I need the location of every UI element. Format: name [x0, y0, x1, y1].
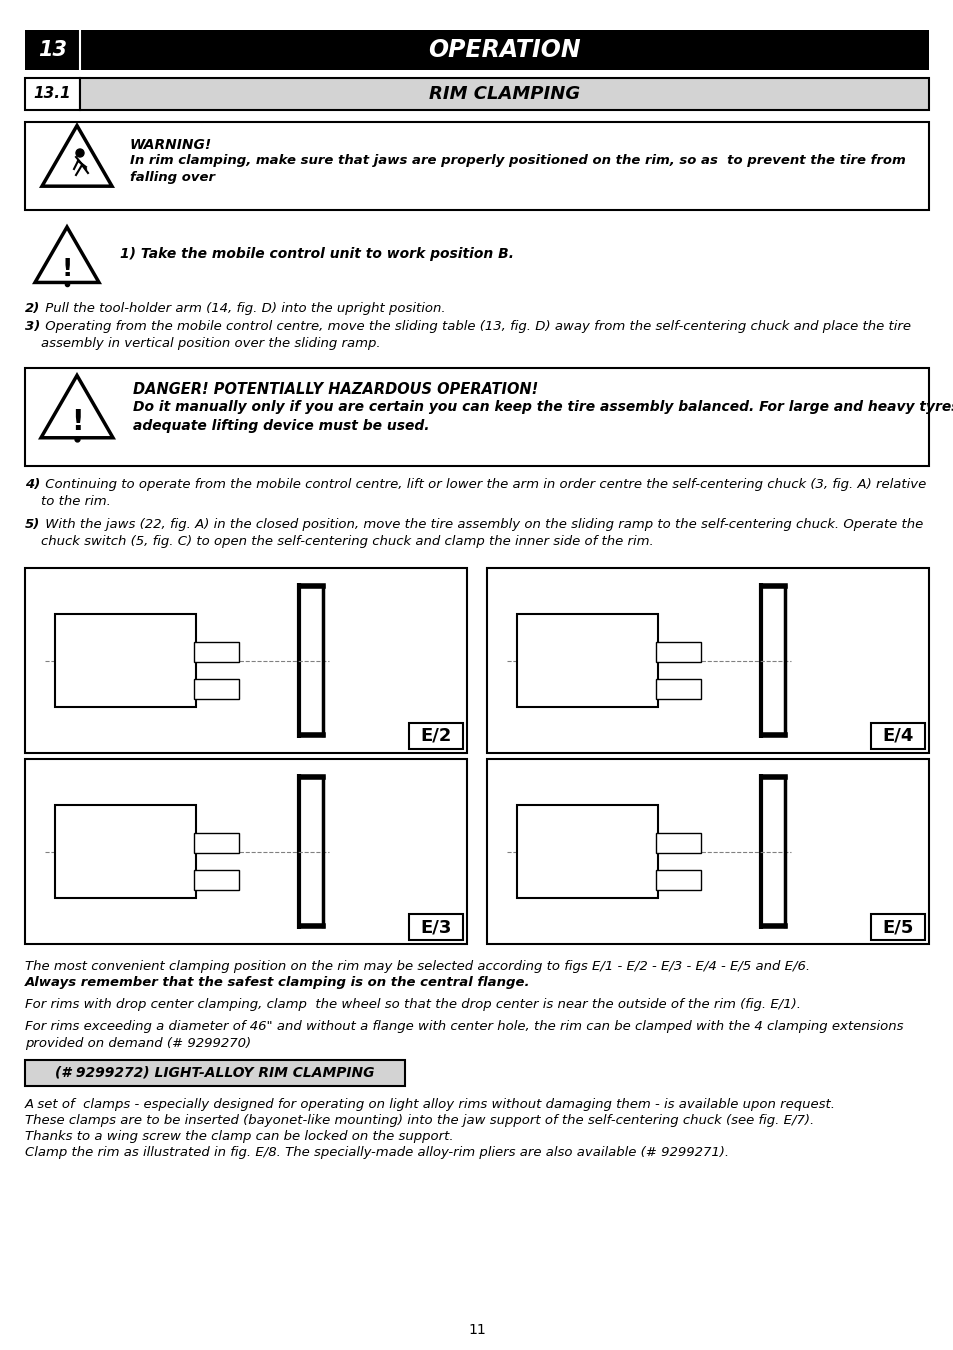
Text: Thanks to a wing screw the clamp can be locked on the support.: Thanks to a wing screw the clamp can be …: [25, 1130, 453, 1143]
Text: DANGER! POTENTIALLY HAZARDOUS OPERATION!: DANGER! POTENTIALLY HAZARDOUS OPERATION!: [132, 382, 537, 397]
Bar: [25, 369, 928, 466]
Bar: [517, 805, 658, 898]
Text: Do it manually only if you are certain you can keep the tire assembly balanced. : Do it manually only if you are certain y…: [132, 400, 953, 433]
Bar: [656, 833, 700, 853]
Bar: [25, 759, 467, 944]
Text: The most convenient clamping position on the rim may be selected according to fi: The most convenient clamping position on…: [25, 960, 809, 973]
Text: WARNING!: WARNING!: [130, 138, 212, 153]
Text: RIM CLAMPING: RIM CLAMPING: [429, 85, 579, 103]
Text: Pull the tool-holder arm (14, fig. D) into the upright position.: Pull the tool-holder arm (14, fig. D) in…: [41, 302, 445, 315]
Text: A set of  clamps - especially designed for operating on light alloy rims without: A set of clamps - especially designed fo…: [25, 1098, 835, 1111]
Text: 4): 4): [25, 478, 40, 491]
Bar: [55, 805, 196, 898]
Text: 13.1: 13.1: [33, 86, 71, 101]
Text: E/3: E/3: [420, 918, 451, 936]
Text: 3): 3): [25, 320, 40, 333]
Text: In rim clamping, make sure that jaws are properly positioned on the rim, so as  : In rim clamping, make sure that jaws are…: [130, 154, 904, 184]
Text: !: !: [61, 256, 72, 281]
Text: E/2: E/2: [420, 728, 451, 745]
Text: For rims exceeding a diameter of 46" and without a flange with center hole, the : For rims exceeding a diameter of 46" and…: [25, 1021, 902, 1050]
Bar: [25, 122, 928, 211]
Bar: [656, 869, 700, 891]
Polygon shape: [35, 227, 99, 282]
Polygon shape: [42, 126, 112, 186]
Text: E/5: E/5: [882, 918, 913, 936]
Bar: [80, 78, 928, 109]
Bar: [194, 643, 238, 663]
Text: OPERATION: OPERATION: [428, 38, 580, 62]
Bar: [25, 1060, 405, 1085]
Text: Clamp the rim as illustrated in fig. E/8. The specially-made alloy-rim pliers ar: Clamp the rim as illustrated in fig. E/8…: [25, 1146, 728, 1160]
Bar: [55, 614, 196, 707]
Bar: [194, 679, 238, 699]
Bar: [870, 724, 924, 749]
Bar: [870, 914, 924, 940]
Text: (# 9299272) LIGHT-ALLOY RIM CLAMPING: (# 9299272) LIGHT-ALLOY RIM CLAMPING: [55, 1066, 375, 1080]
Bar: [656, 679, 700, 699]
Text: E/4: E/4: [882, 728, 913, 745]
Bar: [194, 869, 238, 891]
Text: These clamps are to be inserted (bayonet-like mounting) into the jaw support of : These clamps are to be inserted (bayonet…: [25, 1114, 814, 1127]
Bar: [25, 78, 80, 109]
Bar: [194, 833, 238, 853]
Text: 13: 13: [38, 40, 67, 59]
Bar: [486, 568, 928, 753]
Text: With the jaws (22, fig. A) in the closed position, move the tire assembly on the: With the jaws (22, fig. A) in the closed…: [41, 518, 923, 548]
Text: 5): 5): [25, 518, 40, 531]
Text: For rims with drop center clamping, clamp  the wheel so that the drop center is : For rims with drop center clamping, clam…: [25, 998, 801, 1011]
Text: 1) Take the mobile control unit to work position B.: 1) Take the mobile control unit to work …: [120, 247, 514, 261]
Bar: [409, 724, 462, 749]
Text: Always remember that the safest clamping is on the central flange.: Always remember that the safest clamping…: [25, 976, 530, 990]
Text: Continuing to operate from the mobile control centre, lift or lower the arm in o: Continuing to operate from the mobile co…: [41, 478, 925, 508]
Bar: [25, 568, 467, 753]
Circle shape: [76, 148, 84, 157]
Text: Operating from the mobile control centre, move the sliding table (13, fig. D) aw: Operating from the mobile control centre…: [41, 320, 910, 350]
Bar: [656, 643, 700, 663]
Polygon shape: [41, 375, 112, 437]
Bar: [517, 614, 658, 707]
Text: 2): 2): [25, 302, 40, 315]
Bar: [486, 759, 928, 944]
Text: 11: 11: [468, 1323, 485, 1336]
Text: !: !: [71, 408, 83, 436]
Bar: [409, 914, 462, 940]
Bar: [25, 30, 928, 70]
